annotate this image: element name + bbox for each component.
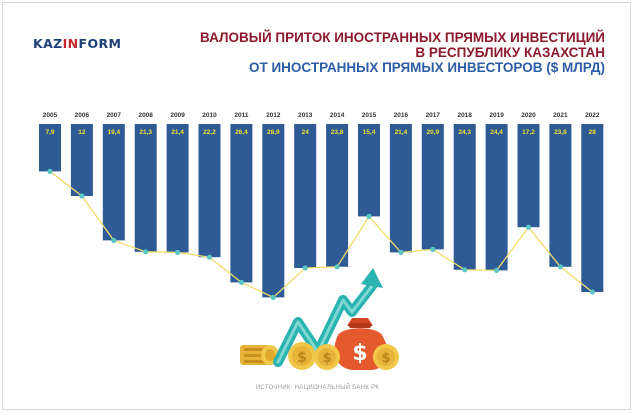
logo-part-kaz: KAZ — [33, 36, 63, 51]
svg-text:$: $ — [297, 350, 307, 366]
value-label: 20,9 — [426, 129, 439, 136]
infographic-frame — [2, 2, 631, 410]
trend-marker — [238, 279, 244, 285]
trend-marker — [398, 249, 404, 255]
year-label: 2005 — [43, 112, 58, 119]
value-label: 24 — [302, 129, 310, 136]
year-label: 2006 — [75, 112, 90, 119]
kazinform-logo: KAZINFORM — [33, 36, 121, 51]
bar-2020 — [517, 124, 540, 228]
value-label: 17,2 — [522, 129, 535, 136]
bar-2009 — [166, 124, 189, 253]
value-label: 7,9 — [45, 129, 54, 136]
value-label: 22,2 — [203, 129, 216, 136]
bar-2008 — [134, 124, 157, 252]
trend-marker — [525, 224, 532, 230]
year-label: 2018 — [457, 112, 472, 119]
bar-2006 — [70, 124, 93, 196]
value-label: 26,4 — [235, 129, 248, 136]
year-label: 2013 — [298, 112, 313, 119]
title-line-1: ВАЛОВЫЙ ПРИТОК ИНОСТРАННЫХ ПРЯМЫХ ИНВЕСТ… — [200, 30, 605, 45]
year-label: 2022 — [585, 112, 600, 119]
year-label: 2019 — [489, 112, 504, 119]
trend-marker — [111, 237, 117, 243]
title-line-2: В РЕСПУБЛИКУ КАЗАХСТАН — [415, 45, 605, 60]
bar-2015 — [358, 124, 380, 217]
logo-part-in: IN — [62, 36, 79, 51]
value-label: 28 — [589, 129, 597, 136]
value-label: 23,8 — [331, 129, 344, 136]
bar-2011 — [230, 124, 253, 283]
year-label: 2020 — [521, 112, 536, 119]
year-label: 2008 — [138, 112, 153, 119]
trend-marker — [334, 264, 340, 270]
year-label: 2016 — [394, 112, 409, 119]
svg-text:$: $ — [322, 351, 331, 366]
trend-marker — [143, 249, 149, 255]
trend-marker — [47, 168, 53, 174]
trend-marker — [302, 265, 308, 271]
year-label: 2011 — [234, 112, 248, 119]
bar-2017 — [421, 124, 444, 250]
bar-2007 — [102, 124, 125, 241]
year-label: 2014 — [330, 112, 345, 119]
trend-marker — [462, 267, 468, 273]
chart-title: ВАЛОВЫЙ ПРИТОК ИНОСТРАННЫХ ПРЯМЫХ ИНВЕСТ… — [200, 30, 605, 75]
value-label: 24,3 — [458, 129, 471, 136]
trend-marker — [589, 289, 595, 295]
value-label: 15,4 — [363, 129, 376, 136]
value-label: 12 — [78, 129, 86, 136]
dollar-coins-icon: $ $ $ — [288, 342, 399, 370]
bar-2022 — [581, 124, 604, 292]
value-label: 21,4 — [171, 129, 184, 136]
bar-2018 — [453, 124, 476, 270]
year-label: 2007 — [107, 112, 122, 119]
bar-2013 — [294, 124, 317, 268]
trend-marker — [270, 294, 276, 300]
bar-2014 — [326, 124, 349, 267]
svg-text:$: $ — [352, 341, 367, 366]
trend-marker — [175, 249, 181, 255]
bar-2005 — [39, 124, 61, 172]
growth-arrow-icon — [273, 268, 383, 367]
value-label: 28,9 — [267, 129, 280, 136]
logo-part-form: FORM — [78, 36, 122, 51]
title-line-3: ОТ ИНОСТРАННЫХ ПРЯМЫХ ИНВЕСТОРОВ ($ МЛРД… — [248, 60, 605, 75]
bar-2010 — [198, 124, 221, 258]
trend-marker — [557, 264, 564, 270]
bar-2021 — [549, 124, 572, 267]
year-label: 2012 — [266, 112, 281, 119]
year-label: 2009 — [170, 112, 185, 119]
trend-marker — [79, 193, 85, 199]
investment-growth-illustration: $ $ $ $ — [240, 268, 399, 370]
year-label: 2010 — [202, 112, 217, 119]
trend-marker — [430, 246, 436, 252]
trend-marker — [494, 267, 500, 273]
bar-2016 — [389, 124, 412, 253]
year-label: 2015 — [362, 112, 377, 119]
value-label: 24,4 — [490, 129, 503, 136]
year-label: 2017 — [426, 112, 441, 119]
value-label: 21,3 — [139, 129, 152, 136]
bar-2012 — [262, 124, 285, 298]
value-label: 23,8 — [554, 129, 567, 136]
value-label: 21,4 — [395, 129, 408, 136]
source-note: ИСТОЧНИК: НАЦИОНАЛЬНЫЙ БАНК РК — [255, 385, 380, 391]
value-label: 19,4 — [107, 129, 120, 136]
trend-marker — [206, 254, 213, 260]
trend-line — [49, 170, 593, 299]
svg-text:$: $ — [381, 351, 390, 366]
year-label: 2021 — [553, 112, 568, 119]
bar-2019 — [485, 124, 508, 271]
trend-marker — [366, 213, 372, 219]
